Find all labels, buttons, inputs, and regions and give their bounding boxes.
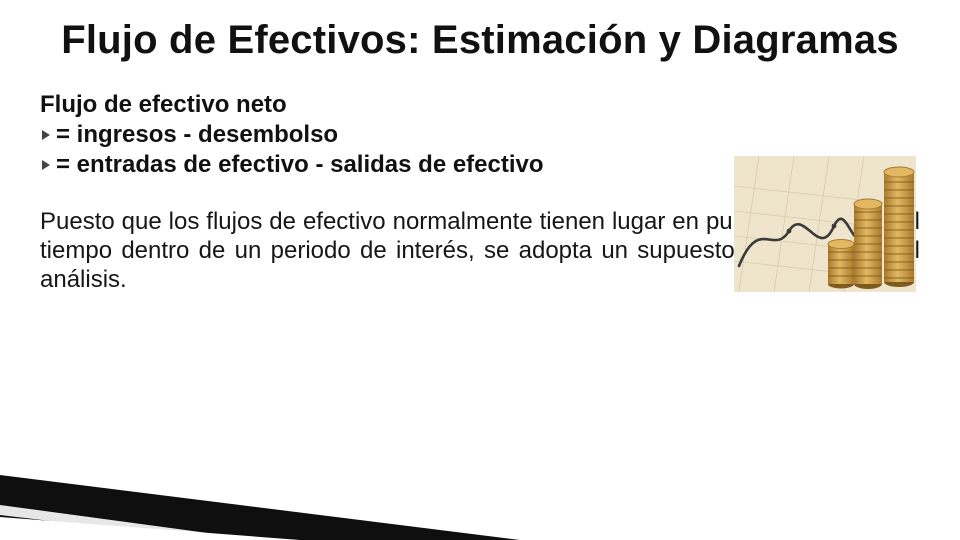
definition-heading: Flujo de efectivo neto (40, 91, 920, 119)
slide: Flujo de Efectivos: Estimación y Diagram… (0, 0, 960, 540)
decorative-wedge (0, 445, 520, 540)
triangle-bullet-icon (42, 160, 50, 170)
triangle-bullet-icon (42, 130, 50, 140)
slide-title: Flujo de Efectivos: Estimación y Diagram… (40, 18, 920, 63)
list-item: = ingresos - desembolso (40, 121, 920, 149)
bullet-text: = ingresos - desembolso (56, 121, 338, 149)
coins-chart-image (734, 156, 916, 292)
bullet-text: = entradas de efectivo - salidas de efec… (56, 151, 544, 179)
